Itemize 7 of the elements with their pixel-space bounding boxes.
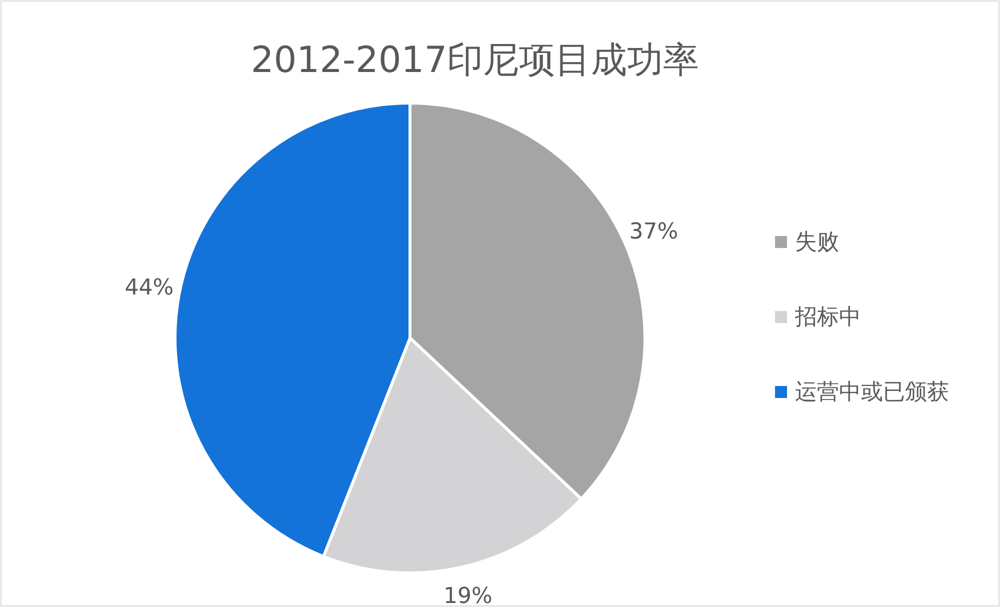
legend-label: 失败 (795, 230, 839, 256)
legend-label: 运营中或已颁获 (795, 380, 949, 406)
legend-label: 招标中 (794, 305, 861, 330)
chart-title: 2012-2017印尼项目成功率 (250, 40, 700, 81)
data-label: 37% (629, 220, 678, 245)
data-label: 19% (443, 584, 492, 607)
data-label: 44% (124, 275, 174, 300)
